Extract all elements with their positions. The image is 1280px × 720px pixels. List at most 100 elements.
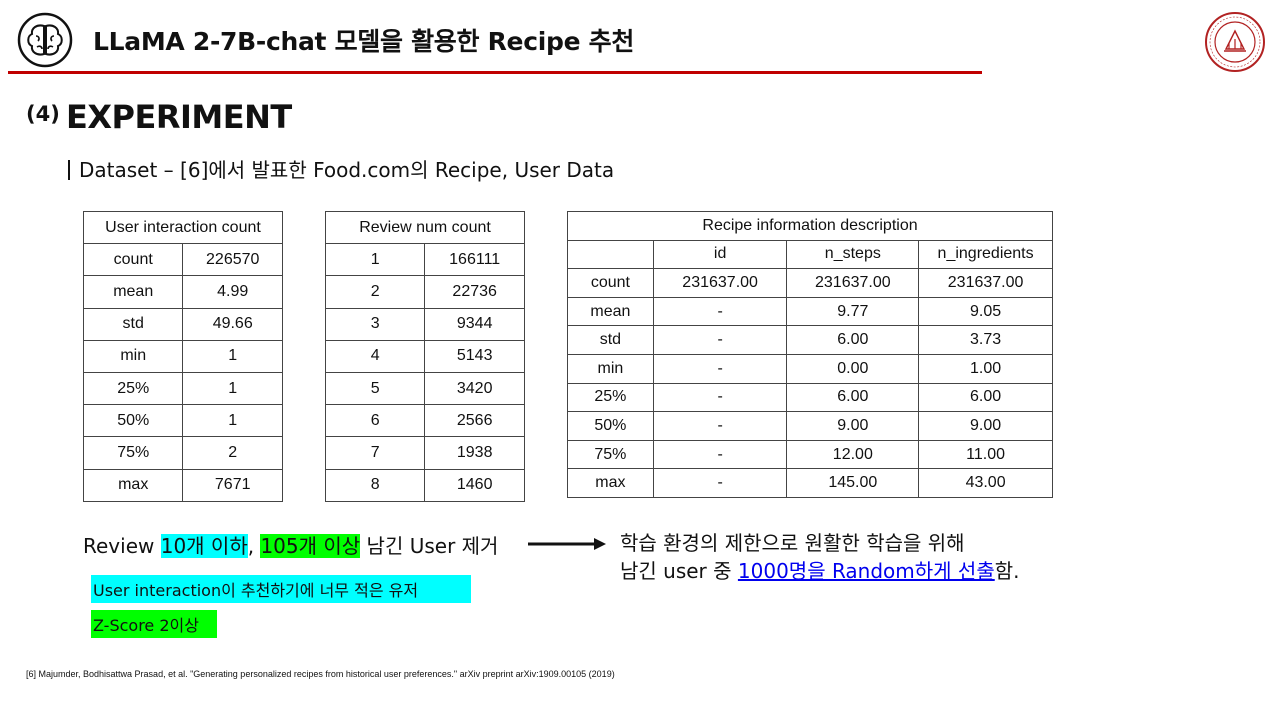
table-cell: n_ingredients	[918, 239, 1053, 270]
table-cell: 9.00	[786, 411, 920, 441]
table-cell: 9344	[424, 307, 525, 341]
table-cell: 9.00	[918, 411, 1053, 441]
highlight-high-count: 105개 이상	[260, 534, 361, 558]
table-cell: 9.77	[786, 296, 920, 327]
table-cell: min	[567, 353, 654, 384]
table-cell: 2	[324, 275, 426, 309]
table-row: 1 166111	[324, 243, 525, 277]
table-row: 8 1460	[324, 468, 525, 502]
table-cell: 22736	[424, 275, 525, 309]
slide-title: LLaMA 2-7B-chat 모델을 활용한 Recipe 추천	[93, 27, 635, 56]
table-cell: 5143	[424, 339, 525, 373]
table-row: std -6.00 3.73	[567, 325, 1053, 355]
table-cell: 5	[324, 371, 426, 406]
subtitle-text: Dataset – [6]에서 발표한 Food.com의 Recipe, Us…	[79, 158, 615, 182]
table-header: Recipe information description	[567, 211, 1053, 241]
table-row: 4 5143	[324, 339, 525, 373]
table-row: 25% -6.00 6.00	[567, 382, 1053, 413]
user-interaction-table: User interaction count count 226570 mean 4…	[82, 210, 283, 502]
table-cell: min	[82, 339, 184, 373]
table-cell: 49.66	[182, 307, 283, 341]
table-row: 50% 1	[82, 404, 283, 438]
table-cell: 1.00	[918, 353, 1053, 384]
table-cell: 2566	[424, 404, 525, 438]
sampling-note: 학습 환경의 제한으로 원활한 학습을 위해 남긴 user 중 1000명을 …	[620, 531, 1020, 583]
table-cell: 25%	[82, 371, 184, 406]
recipe-info-table: Recipe information description id n_step…	[567, 211, 1053, 498]
title-divider	[8, 71, 982, 74]
table-cell: std	[82, 307, 184, 341]
table-row: 5 3420	[324, 371, 525, 406]
table-cell: 75%	[82, 436, 184, 470]
table-row: 2 22736	[324, 275, 525, 309]
cyan-legend-label: User interaction이 추천하기에 너무 적은 유저	[91, 575, 471, 603]
filter-note: Review 10개 이하, 105개 이상 남긴 User 제거	[83, 534, 499, 558]
table-cell: max	[567, 468, 654, 498]
table-row: 75% 2	[82, 436, 283, 470]
table-cell: 75%	[567, 439, 654, 470]
table-row: max -145.00 43.00	[567, 468, 1053, 498]
table-cell: 1	[324, 243, 426, 277]
table-header: Review num count	[325, 210, 525, 245]
table-cell: 1460	[424, 468, 525, 502]
table-cell: max	[82, 468, 184, 502]
dataset-subtitle: Dataset – [6]에서 발표한 Food.com의 Recipe, Us…	[68, 154, 614, 183]
table-cell: id	[652, 239, 788, 270]
table-cell: 145.00	[786, 468, 920, 498]
table-cell: 3.73	[918, 325, 1053, 355]
table-cell: 6.00	[786, 325, 920, 355]
table-cell: 1	[182, 339, 283, 373]
arrow-right-icon	[528, 538, 606, 550]
table-cell: 6.00	[918, 382, 1053, 413]
sampling-link[interactable]: 1000명을 Random하게 선출	[737, 559, 995, 583]
table-cell: 25%	[567, 382, 654, 413]
table-cell: 7671	[182, 468, 283, 502]
table-cell: 7	[324, 436, 426, 470]
brain-icon	[17, 12, 73, 68]
table-cell: 1	[182, 404, 283, 438]
table-cell: 1938	[424, 436, 525, 470]
table-cell: 1	[182, 371, 283, 406]
table-cell: 226570	[182, 243, 283, 277]
table-cell: 11.00	[918, 439, 1053, 470]
table-cell: 50%	[82, 404, 184, 438]
table-row: max 7671	[82, 468, 283, 502]
reference-footnote: [6] Majumder, Bodhisattwa Prasad, et al.…	[26, 669, 615, 679]
table-cell: 8	[324, 468, 426, 502]
table-cell: 50%	[567, 411, 654, 441]
table-cell: -	[652, 468, 788, 498]
table-cell: 6	[324, 404, 426, 438]
table-cell: mean	[567, 296, 654, 327]
table-cell: 231637.00	[918, 268, 1053, 298]
table-row: 50% -9.00 9.00	[567, 411, 1053, 441]
table-row: min -0.00 1.00	[567, 353, 1053, 384]
table-cell: 4	[324, 339, 426, 373]
table-row: count 226570	[82, 243, 283, 277]
table-column-headers: id n_steps n_ingredients	[567, 239, 1053, 270]
table-row: 75% -12.00 11.00	[567, 439, 1053, 470]
table-cell: 3420	[424, 371, 525, 406]
table-cell: mean	[82, 275, 184, 309]
table-cell: 231637.00	[652, 268, 788, 298]
table-cell: -	[652, 382, 788, 413]
table-cell: 231637.00	[786, 268, 920, 298]
subtitle-bar	[68, 160, 70, 180]
table-row: mean -9.77 9.05	[567, 296, 1053, 327]
table-row: 7 1938	[324, 436, 525, 470]
section-title: EXPERIMENT	[66, 98, 292, 136]
highlight-low-count: 10개 이하	[160, 534, 248, 558]
table-row: count 231637.00 231637.00 231637.00	[567, 268, 1053, 298]
table-cell: -	[652, 439, 788, 470]
table-cell: -	[652, 296, 788, 327]
table-cell: 0.00	[786, 353, 920, 384]
table-cell: n_steps	[786, 239, 920, 270]
table-cell: std	[567, 325, 654, 355]
table-header: User interaction count	[83, 210, 283, 245]
table-row: mean 4.99	[82, 275, 283, 309]
table-cell: 2	[182, 436, 283, 470]
table-cell: 43.00	[918, 468, 1053, 498]
table-row: std 49.66	[82, 307, 283, 341]
table-cell: 9.05	[918, 296, 1053, 327]
table-cell: -	[652, 325, 788, 355]
